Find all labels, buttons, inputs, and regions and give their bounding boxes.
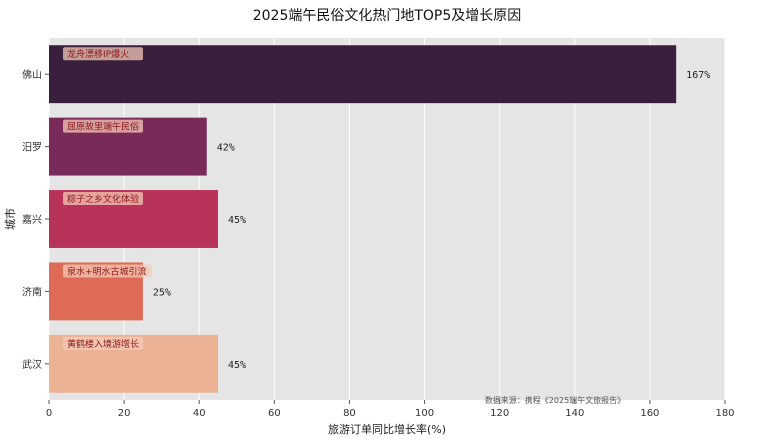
y-tick-label: 汨罗 <box>22 141 42 154</box>
annotation-text: 粽子之乡文化体验 <box>67 193 139 205</box>
x-tick-label: 180 <box>715 408 734 419</box>
annotation-box <box>63 119 143 133</box>
data-source-note: 数据来源：携程《2025端午文旅报告》 <box>485 395 625 405</box>
y-axis-label: 城市 <box>3 208 17 230</box>
x-tick-label: 160 <box>640 408 659 419</box>
x-tick-label: 80 <box>343 408 356 419</box>
x-tick-label: 100 <box>415 408 434 419</box>
x-tick-label: 120 <box>490 408 509 419</box>
annotation-text: 黄鹤楼入境游增长 <box>67 338 139 350</box>
x-tick-label: 60 <box>268 408 281 419</box>
annotation-box <box>63 192 143 206</box>
x-axis-ticks: 0 20 40 60 80 100 120 140 160 180 <box>46 400 735 419</box>
value-label: 45% <box>228 360 246 371</box>
y-tick-label: 佛山 <box>22 68 42 81</box>
annotation-text: 泉水+明水古城引流 <box>67 265 147 277</box>
annotation-text: 龙舟漂移IP爆火 <box>67 48 129 60</box>
x-tick-label: 20 <box>118 408 131 419</box>
value-label: 167% <box>686 70 710 81</box>
bar-0 <box>49 45 677 104</box>
x-axis-label: 旅游订单同比增长率(%) <box>328 422 446 436</box>
y-tick-label: 武汉 <box>22 358 42 371</box>
y-tick-label: 嘉兴 <box>22 213 42 226</box>
value-label: 42% <box>217 143 235 154</box>
x-tick-label: 140 <box>565 408 584 419</box>
annotation-text: 屈原故里端午民俗 <box>67 121 139 133</box>
annotation-box <box>63 264 152 278</box>
value-label: 45% <box>228 215 246 226</box>
annotation-box <box>63 47 143 61</box>
x-tick-label: 0 <box>46 408 52 419</box>
value-label: 25% <box>153 287 171 298</box>
annotations: 龙舟漂移IP爆火屈原故里端午民俗粽子之乡文化体验泉水+明水古城引流黄鹤楼入境游增… <box>63 47 152 350</box>
y-tick-label: 济南 <box>22 285 42 298</box>
x-tick-label: 40 <box>193 408 206 419</box>
chart-title: 2025端午民俗文化热门地TOP5及增长原因 <box>253 8 522 24</box>
value-labels: 167% 42% 45% 25% 45% <box>153 70 710 371</box>
annotation-box <box>63 336 143 350</box>
